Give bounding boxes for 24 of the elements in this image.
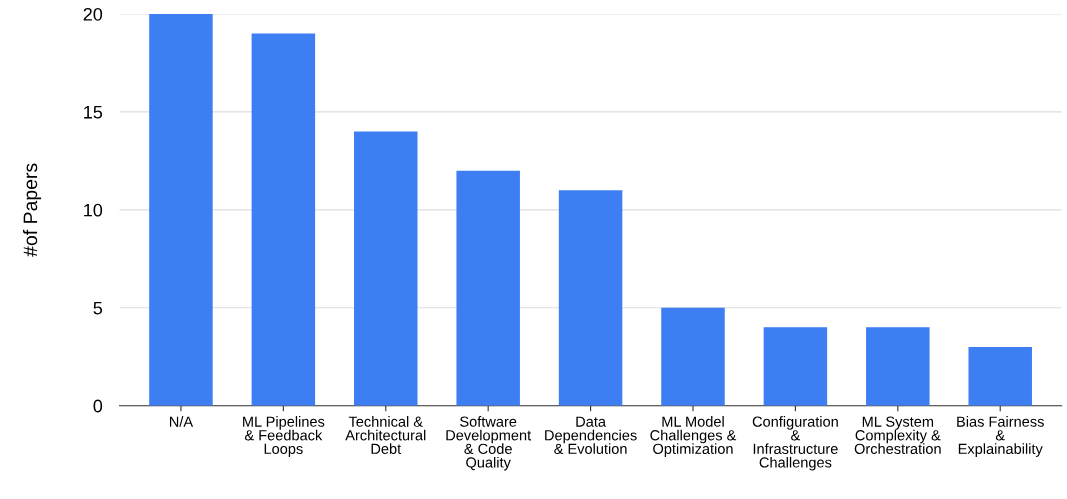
bar <box>558 190 623 406</box>
bar <box>149 13 213 406</box>
y-tick-label: 5 <box>93 301 103 315</box>
x-tick-label: Technical & Architectural Debt <box>345 416 426 454</box>
x-tick-label: Software Development & Code Quality <box>446 416 532 471</box>
x-tick-label: ML System Complexity & Orchestration <box>854 416 941 454</box>
y-tick-label: 10 <box>84 203 103 217</box>
bar <box>866 327 930 406</box>
bar <box>354 131 418 406</box>
y-axis-title: #of Papers <box>22 163 42 257</box>
bar <box>763 327 828 406</box>
x-tick-label: Configuration & Infrastructure Challenges <box>752 416 838 471</box>
x-tick-label: Bias Fairness & Explainability <box>957 416 1044 457</box>
x-tick-label: N/A <box>169 416 194 427</box>
y-tick-label: 0 <box>93 399 103 413</box>
x-tick-label: ML Model Challenges & Optimization <box>650 416 737 457</box>
bar <box>456 170 520 406</box>
bar <box>251 33 316 406</box>
x-tick-label: ML Pipelines & Feedback Loops <box>243 416 325 457</box>
y-tick-label: 15 <box>84 106 103 119</box>
bar <box>968 346 1032 406</box>
x-tick-label: Data Dependencies & Evolution <box>545 416 637 454</box>
bar <box>661 307 725 406</box>
y-tick-label: 20 <box>83 7 103 21</box>
